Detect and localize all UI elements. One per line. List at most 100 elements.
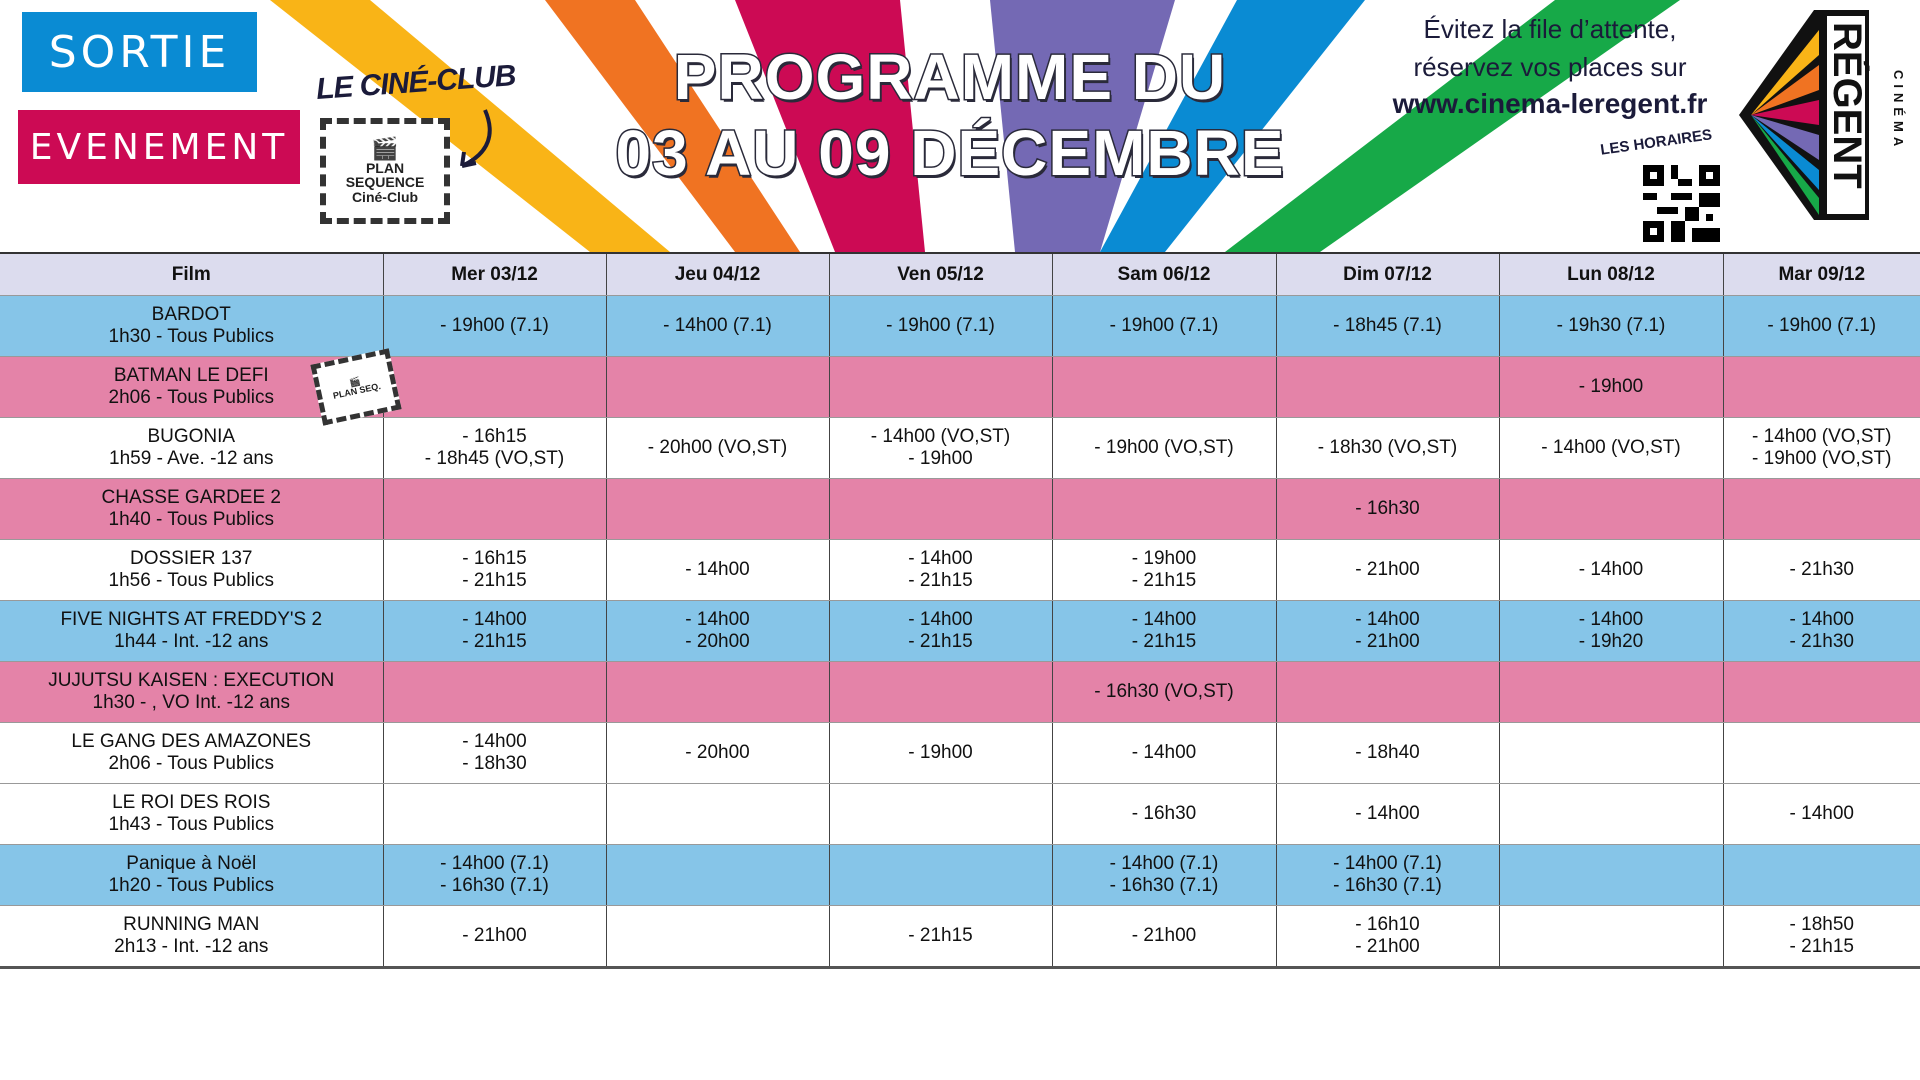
cine-club-logo-text: PLAN SEQUENCE Ciné-Club xyxy=(345,159,425,205)
showtime[interactable]: - 21h15 xyxy=(462,631,527,652)
showtime[interactable]: - 19h30 (7.1) xyxy=(1556,315,1666,336)
showtime[interactable]: - 16h30 (7.1) xyxy=(440,875,549,896)
table-row: CHASSE GARDEE 2 1h40 - Tous Publics - 16h3… xyxy=(0,478,1920,540)
showtime-cell: - 14h00 (7.1) xyxy=(605,295,829,357)
showtime[interactable]: - 18h50 xyxy=(1789,914,1854,935)
film-cell: FIVE NIGHTS AT FREDDY'S 2 1h44 - Int. -12… xyxy=(0,600,383,662)
showtime[interactable]: - 14h00 xyxy=(1578,559,1644,580)
showtime[interactable]: - 21h00 xyxy=(462,925,527,946)
showtime[interactable]: - 14h00 (VO,ST) xyxy=(870,426,1011,447)
film-title: BUGONIA xyxy=(147,426,236,447)
showtime-cell: - 19h00 (7.1) xyxy=(828,295,1052,357)
showtime[interactable]: - 21h00 xyxy=(1355,631,1420,652)
showtime[interactable]: - 19h00 (7.1) xyxy=(886,315,995,336)
showtime-cell xyxy=(1722,722,1920,784)
showtime[interactable]: - 18h45 (VO,ST) xyxy=(424,448,565,469)
showtime[interactable]: - 20h00 xyxy=(685,742,750,763)
showtime[interactable]: - 14h00 xyxy=(908,548,973,569)
showtime[interactable]: - 20h00 xyxy=(685,631,750,652)
showtime[interactable]: - 19h00 xyxy=(1131,548,1197,569)
showtime-cell: - 19h00 (7.1) xyxy=(1722,295,1920,357)
showtime[interactable]: - 19h00 (VO,ST) xyxy=(1752,448,1892,469)
film-cell: BUGONIA 1h59 - Ave. -12 ans xyxy=(0,417,383,479)
showtime[interactable]: - 19h00 (7.1) xyxy=(440,315,549,336)
showtime[interactable]: - 21h30 xyxy=(1789,559,1854,580)
showtime[interactable]: - 21h15 xyxy=(908,570,973,591)
qr-code[interactable] xyxy=(1643,165,1720,242)
showtime-cell xyxy=(382,478,606,540)
showtime[interactable]: - 21h00 xyxy=(1131,925,1197,946)
showtime[interactable]: - 14h00 xyxy=(1355,609,1420,630)
showtime[interactable]: - 21h00 xyxy=(1355,559,1420,580)
showtime[interactable]: - 21h15 xyxy=(1131,631,1197,652)
showtime-cell: - 14h00 xyxy=(1498,539,1723,601)
showtime[interactable]: - 14h00 xyxy=(908,609,973,630)
showtime[interactable]: - 14h00 xyxy=(1355,803,1420,824)
showtime-cell xyxy=(1051,478,1276,540)
showtime-cell xyxy=(1498,722,1723,784)
showtime[interactable]: - 14h00 (VO,ST) xyxy=(1752,426,1892,447)
showtime-cell: - 19h00 xyxy=(1498,356,1723,418)
booking-url-link[interactable]: www.cinema-leregent.fr xyxy=(1392,88,1708,119)
showtime-cell xyxy=(828,783,1052,845)
showtime[interactable]: - 21h15 xyxy=(908,631,973,652)
showtime-cell xyxy=(1498,783,1723,845)
showtime[interactable]: - 14h00 (VO,ST) xyxy=(1541,437,1681,458)
ray-green xyxy=(1225,0,1680,252)
showtime[interactable]: - 16h15 xyxy=(462,426,527,447)
showtime[interactable]: - 19h00 (VO,ST) xyxy=(1094,437,1234,458)
showtime[interactable]: - 14h00 xyxy=(462,609,527,630)
showtime[interactable]: - 21h30 xyxy=(1789,631,1854,652)
showtime[interactable]: - 14h00 xyxy=(685,609,750,630)
showtime-cell: - 18h45 (7.1) xyxy=(1275,295,1499,357)
showtime-cell: - 14h00 xyxy=(605,539,829,601)
film-title: DOSSIER 137 xyxy=(130,548,253,569)
film-title: FIVE NIGHTS AT FREDDY'S 2 xyxy=(60,609,323,630)
showtime-cell: - 14h00 xyxy=(1051,722,1276,784)
showtime[interactable]: - 16h10 xyxy=(1355,914,1420,935)
showtime[interactable]: - 16h30 (7.1) xyxy=(1333,875,1442,896)
showtime[interactable]: - 20h00 (VO,ST) xyxy=(647,437,788,458)
showtime[interactable]: - 14h00 (7.1) xyxy=(440,853,549,874)
showtime[interactable]: - 14h00 (7.1) xyxy=(1333,853,1442,874)
showtime[interactable]: - 18h30 xyxy=(462,753,527,774)
showtime[interactable]: - 16h30 xyxy=(1131,803,1197,824)
showtime[interactable]: - 19h00 (7.1) xyxy=(1109,315,1219,336)
showtime[interactable]: - 21h15 xyxy=(1789,936,1854,957)
showtime-cell: - 16h10- 21h00 xyxy=(1275,905,1499,968)
ray-yellow xyxy=(270,0,670,252)
showtime[interactable]: - 19h00 xyxy=(908,742,973,763)
showtime-cell xyxy=(828,844,1052,906)
table-row: DOSSIER 137 1h56 - Tous Publics - 16h15- 2… xyxy=(0,539,1920,601)
showtime[interactable]: - 18h45 (7.1) xyxy=(1333,315,1442,336)
showtime[interactable]: - 21h00 xyxy=(1355,936,1420,957)
showtime[interactable]: - 14h00 xyxy=(685,559,750,580)
showtime[interactable]: - 16h15 xyxy=(462,548,527,569)
showtime[interactable]: - 18h30 (VO,ST) xyxy=(1317,437,1458,458)
film-info: 1h56 - Tous Publics xyxy=(108,570,274,591)
showtime[interactable]: - 14h00 xyxy=(1131,742,1197,763)
showtime[interactable]: - 21h15 xyxy=(462,570,527,591)
table-row: LE GANG DES AMAZONES 2h06 - Tous Publics -… xyxy=(0,722,1920,784)
showtime[interactable]: - 14h00 (7.1) xyxy=(663,315,772,336)
showtime[interactable]: - 14h00 xyxy=(1578,609,1644,630)
showtime[interactable]: - 18h40 xyxy=(1355,742,1420,763)
showtime-cell xyxy=(1275,356,1499,418)
showtime[interactable]: - 16h30 (7.1) xyxy=(1109,875,1219,896)
showtime[interactable]: - 19h00 (7.1) xyxy=(1767,315,1877,336)
showtime[interactable]: - 14h00 xyxy=(1131,609,1197,630)
showtime-cell: - 14h00 xyxy=(1275,783,1499,845)
showtime[interactable]: - 21h15 xyxy=(1131,570,1197,591)
showtime-cell: - 21h15 xyxy=(828,905,1052,968)
showtime[interactable]: - 14h00 xyxy=(1789,803,1854,824)
showtime[interactable]: - 14h00 xyxy=(1789,609,1854,630)
showtime[interactable]: - 14h00 (7.1) xyxy=(1109,853,1219,874)
showtime[interactable]: - 19h00 xyxy=(1578,376,1644,397)
showtime[interactable]: - 19h20 xyxy=(1578,631,1644,652)
showtime[interactable]: - 21h15 xyxy=(908,925,973,946)
showtime[interactable]: - 19h00 xyxy=(908,448,973,469)
showtime[interactable]: - 16h30 xyxy=(1355,498,1420,519)
showtime-cell: - 16h30 (VO,ST) xyxy=(1051,661,1276,723)
showtime[interactable]: - 14h00 xyxy=(462,731,527,752)
showtime[interactable]: - 16h30 (VO,ST) xyxy=(1094,681,1234,702)
